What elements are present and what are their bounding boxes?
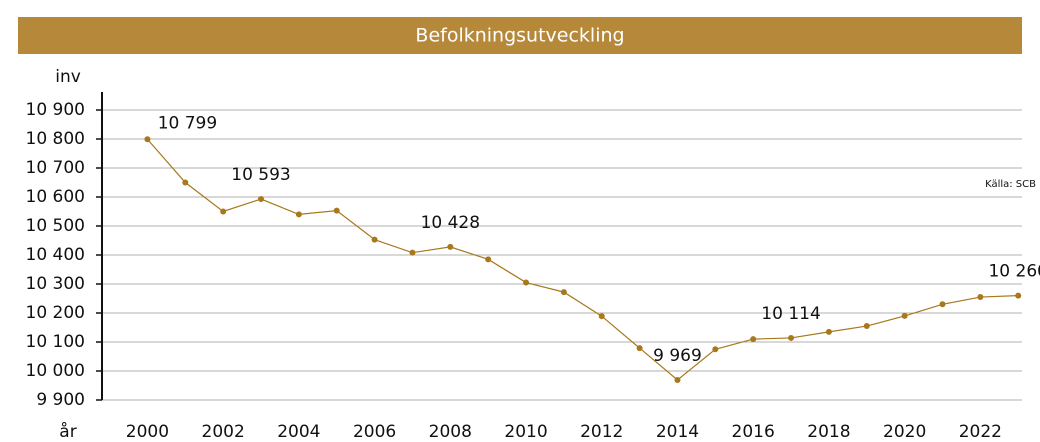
- point: [901, 312, 908, 319]
- y-tick-label: 10 900: [26, 100, 85, 120]
- x-tick-label: 2000: [126, 422, 169, 442]
- data-label: 10 593: [231, 165, 290, 185]
- x-tick-label: 2006: [353, 422, 396, 442]
- data-label: 10 428: [421, 213, 480, 233]
- point: [560, 289, 567, 296]
- y-tick-label: 10 700: [26, 158, 85, 178]
- x-tick-label: 2010: [504, 422, 547, 442]
- y-tick-label: 10 200: [26, 303, 85, 323]
- point: [371, 236, 378, 243]
- data-label: 10 799: [158, 113, 217, 133]
- point: [220, 208, 227, 215]
- point: [598, 313, 605, 320]
- point: [295, 211, 302, 218]
- point: [258, 196, 265, 203]
- point: [182, 179, 189, 186]
- y-tick-label: 10 300: [26, 274, 85, 294]
- x-tick-label: 2012: [580, 422, 623, 442]
- point: [750, 336, 757, 343]
- point: [447, 243, 454, 250]
- y-tick-label: 9 900: [36, 390, 85, 410]
- y-tick-label: 10 000: [26, 361, 85, 381]
- x-tick-label: 2020: [883, 422, 926, 442]
- point: [1015, 292, 1022, 299]
- point: [485, 256, 492, 263]
- line: [146, 138, 1019, 381]
- y-axis-label: inv: [55, 67, 81, 87]
- x-tick-label: 2018: [807, 422, 850, 442]
- header-band: [18, 17, 1022, 54]
- data-label: 10 260: [988, 262, 1040, 282]
- x-tick-label: 2016: [732, 422, 775, 442]
- point: [144, 136, 151, 143]
- source-note: Källa: SCB: [985, 179, 1036, 190]
- y-tick-label: 10 500: [26, 216, 85, 236]
- point: [333, 207, 340, 214]
- point: [863, 323, 870, 330]
- point: [977, 294, 984, 301]
- x-axis-label: år: [59, 421, 76, 442]
- x-tick-label: 2002: [202, 422, 245, 442]
- point: [636, 345, 643, 352]
- x-tick-label: 2014: [656, 422, 699, 442]
- point: [523, 279, 530, 286]
- point: [712, 346, 719, 353]
- point: [409, 249, 416, 256]
- point: [674, 376, 681, 383]
- y-tick-label: 10 600: [26, 187, 85, 207]
- point: [825, 328, 832, 335]
- y-tick-label: 10 100: [26, 332, 85, 352]
- point: [939, 301, 946, 308]
- x-tick-label: 2008: [429, 422, 472, 442]
- data-label: 10 114: [761, 304, 820, 324]
- data-label: 9 969: [653, 346, 702, 366]
- x-tick-label: 2022: [959, 422, 1002, 442]
- point: [788, 334, 795, 341]
- chart-title: Befolkningsutveckling: [415, 25, 624, 47]
- y-tick-label: 10 800: [26, 129, 85, 149]
- x-tick-label: 2004: [277, 422, 320, 442]
- y-tick-label: 10 400: [26, 245, 85, 265]
